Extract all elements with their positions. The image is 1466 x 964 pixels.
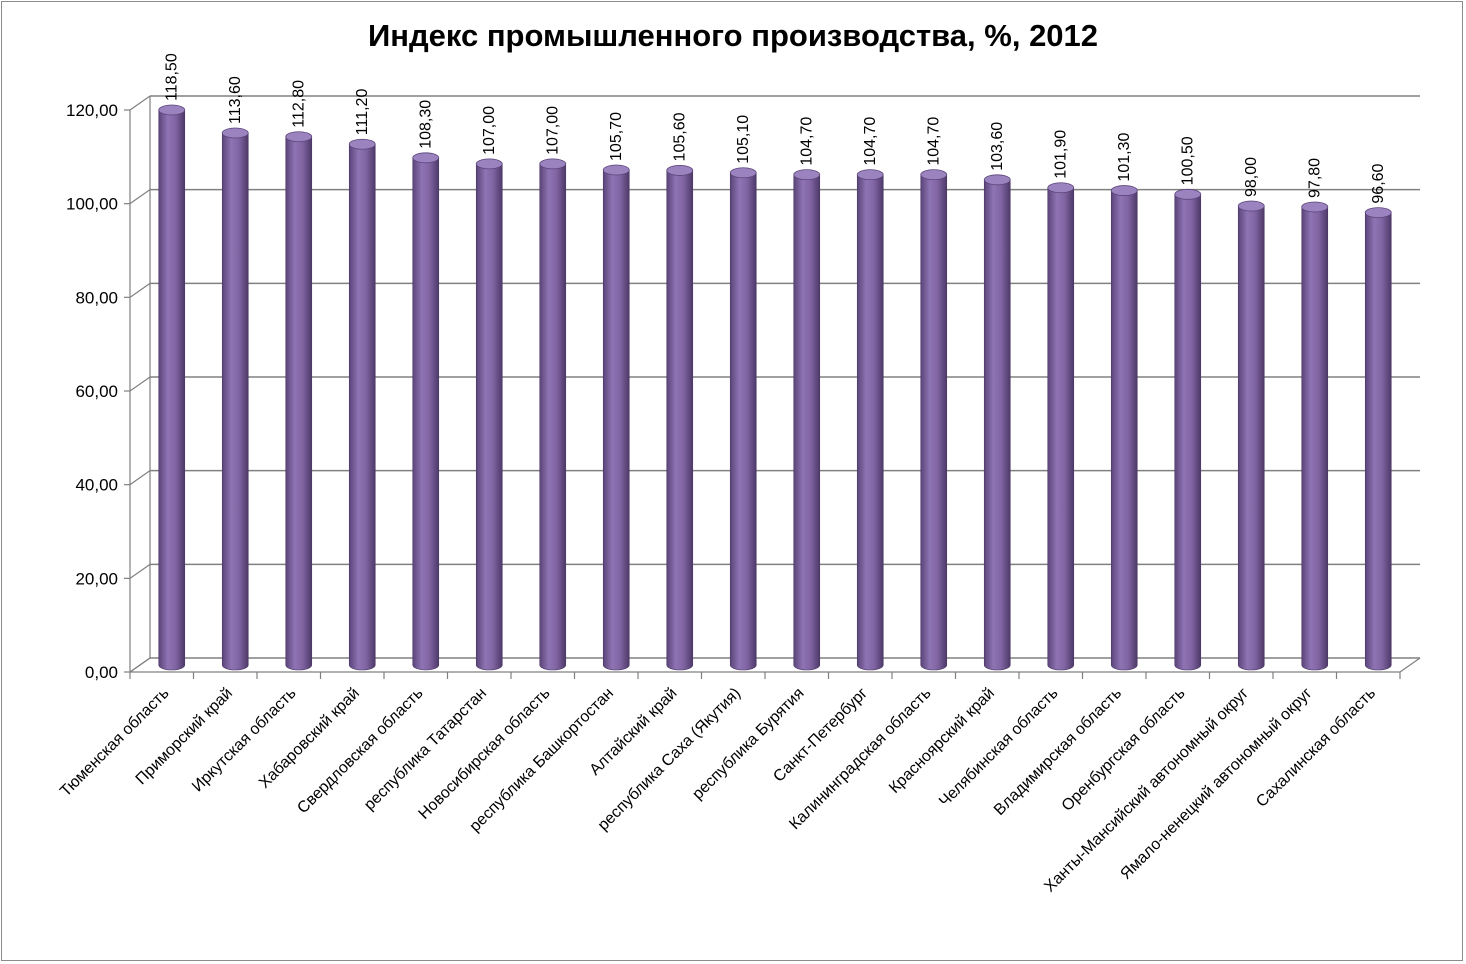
bar-top-cap	[920, 169, 948, 181]
category-label: Тюменская область	[57, 685, 172, 800]
bar-top-cap	[602, 164, 630, 176]
bar	[221, 132, 249, 671]
category-label: Оренбургская область	[1059, 685, 1189, 815]
data-label: 105,10	[735, 115, 752, 164]
bar-top-cap	[1301, 201, 1329, 213]
data-label: 105,60	[672, 112, 689, 161]
bar-top-cap	[983, 174, 1011, 186]
bar	[856, 174, 884, 671]
data-label: 105,70	[608, 112, 625, 161]
data-label: 104,70	[862, 117, 879, 166]
data-label: 107,00	[545, 106, 562, 155]
bar	[729, 172, 757, 671]
bar-top-cap	[348, 138, 376, 150]
category-label: Иркутская область	[189, 685, 300, 796]
bar	[285, 136, 313, 671]
data-label: 118,50	[164, 53, 181, 101]
bar-top-cap	[221, 127, 249, 139]
bar	[1110, 190, 1138, 671]
bar-top-cap	[729, 167, 757, 179]
y-tick-label: 20,00	[75, 569, 118, 588]
gridline-depth	[129, 563, 151, 579]
data-label: 107,00	[481, 106, 498, 155]
bar-top-cap	[856, 169, 884, 181]
category-label: республика Бурятия	[689, 685, 807, 803]
category-label: республика Татарстан	[361, 685, 490, 814]
data-label: 112,80	[291, 80, 308, 128]
y-tick-label: 80,00	[75, 288, 118, 307]
bar	[983, 179, 1011, 671]
bar-top-cap	[666, 165, 694, 176]
data-label: 108,30	[418, 100, 435, 149]
bar	[1364, 212, 1392, 671]
data-label: 104,70	[799, 117, 816, 166]
gridline-depth	[129, 189, 151, 205]
floor-right-edge	[1399, 657, 1421, 673]
category-label: Владимирская область	[991, 685, 1125, 819]
bar-top-cap	[285, 131, 313, 143]
bar-top-cap	[1174, 188, 1202, 200]
category-label: Челябинская область	[936, 685, 1062, 811]
bar-top-cap	[1237, 200, 1265, 212]
y-tick-label: 120,00	[66, 101, 118, 120]
bar-top-cap	[1047, 182, 1075, 194]
chart-title: Индекс промышленного производства, %, 20…	[367, 18, 1099, 53]
gridline-depth	[129, 282, 151, 298]
gridline-depth	[129, 95, 151, 111]
y-tick-label: 40,00	[75, 476, 118, 495]
y-tick-label: 60,00	[75, 382, 118, 401]
category-label: Сахалинская область	[1253, 685, 1379, 811]
data-label: 101,90	[1053, 130, 1070, 179]
bar-top-cap	[412, 152, 440, 164]
bar	[920, 174, 948, 671]
data-label: 101,30	[1116, 133, 1133, 182]
bar	[793, 174, 821, 671]
data-label: 96,60	[1370, 163, 1387, 203]
gridline-depth	[129, 470, 151, 486]
data-label: 98,00	[1243, 157, 1260, 197]
bar-top-cap	[793, 169, 821, 181]
bar	[1237, 205, 1265, 671]
bar-top-cap	[539, 158, 567, 170]
bar-top-cap	[1110, 185, 1138, 196]
bar	[412, 157, 440, 671]
bar	[539, 163, 567, 671]
data-label: 100,50	[1180, 136, 1197, 185]
bar-top-cap	[158, 104, 186, 116]
bar-top-cap	[475, 158, 503, 170]
data-label: 104,70	[926, 117, 943, 166]
gridline-depth	[129, 376, 151, 392]
y-tick-label: 0,00	[85, 663, 118, 682]
category-label: Красноярский край	[886, 685, 998, 797]
bar	[1301, 206, 1329, 671]
bar	[158, 109, 186, 671]
gridline-depth	[129, 657, 151, 673]
bar	[1174, 194, 1202, 671]
bar	[602, 169, 630, 671]
y-tick-label: 100,00	[66, 195, 118, 214]
bar	[1047, 187, 1075, 671]
category-label: Новосибирская область	[416, 685, 554, 823]
bar	[348, 143, 376, 671]
category-label: Свердловская область	[294, 685, 426, 817]
data-label: 111,20	[354, 89, 371, 136]
data-label: 97,80	[1307, 158, 1324, 198]
bar-top-cap	[1364, 207, 1392, 218]
data-label: 113,60	[227, 76, 244, 124]
data-label: 103,60	[989, 122, 1006, 171]
bar	[666, 170, 694, 671]
bar	[475, 163, 503, 671]
